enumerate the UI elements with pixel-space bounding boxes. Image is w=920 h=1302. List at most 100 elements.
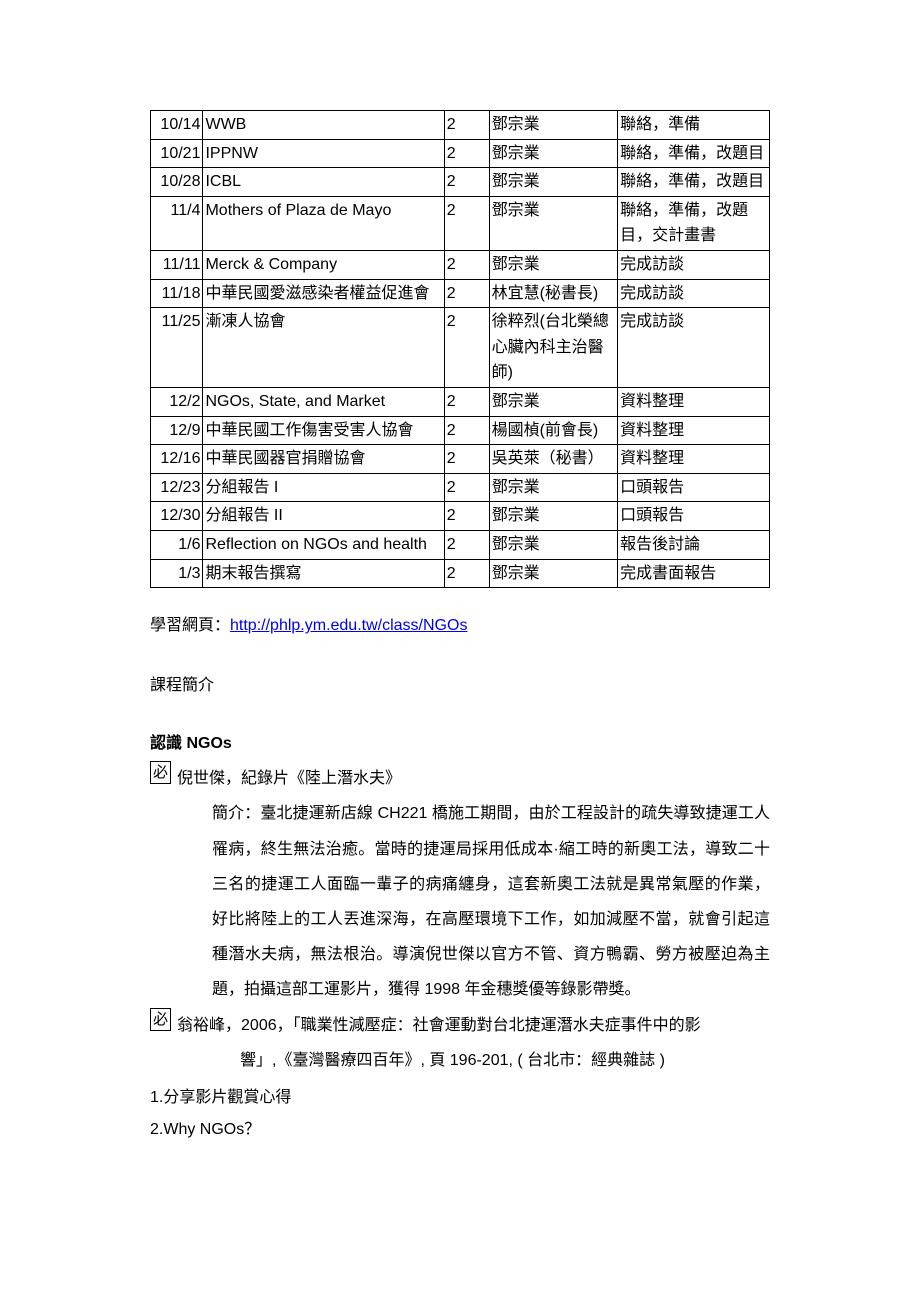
table-row: 12/2NGOs, State, and Market2鄧宗業資料整理 (151, 387, 770, 416)
synopsis-label: 簡介： (212, 805, 260, 822)
cell-hrs: 2 (444, 387, 489, 416)
document-page: 10/14WWB2鄧宗業聯絡，準備10/21IPPNW2鄧宗業聯絡，準備，改題目… (0, 0, 920, 1302)
cell-topic: 中華民國愛滋感染者權益促進會 (203, 279, 444, 308)
cell-date: 12/16 (151, 445, 203, 474)
cell-person: 鄧宗業 (489, 502, 618, 531)
reference-1-synopsis: 簡介：臺北捷運新店線 CH221 橋施工期間，由於工程設計的疏失導致捷運工人罹病… (150, 796, 770, 1007)
synopsis-text: 臺北捷運新店線 CH221 橋施工期間，由於工程設計的疏失導致捷運工人罹病，終生… (212, 805, 770, 998)
table-row: 10/21IPPNW2鄧宗業聯絡，準備，改題目 (151, 139, 770, 168)
cell-note: 報告後討論 (618, 530, 770, 559)
cell-date: 11/4 (151, 196, 203, 250)
cell-note: 完成訪談 (618, 279, 770, 308)
cell-hrs: 2 (444, 250, 489, 279)
cell-note: 資料整理 (618, 416, 770, 445)
cell-person: 鄧宗業 (489, 196, 618, 250)
cell-hrs: 2 (444, 139, 489, 168)
cell-person: 鄧宗業 (489, 139, 618, 168)
cell-date: 11/18 (151, 279, 203, 308)
cell-hrs: 2 (444, 168, 489, 197)
cell-note: 口頭報告 (618, 502, 770, 531)
cell-topic: NGOs, State, and Market (203, 387, 444, 416)
cell-topic: IPPNW (203, 139, 444, 168)
table-row: 1/6Reflection on NGOs and health2鄧宗業報告後討… (151, 530, 770, 559)
cell-date: 11/25 (151, 308, 203, 388)
ngos-heading: 認識 NGOs (150, 726, 770, 761)
learning-page-link[interactable]: http://phlp.ym.edu.tw/class/NGOs (230, 617, 467, 634)
learning-page-row: 學習網頁：http://phlp.ym.edu.tw/class/NGOs (150, 610, 770, 642)
cell-topic: WWB (203, 111, 444, 140)
reference-2: 必 翁裕峰，2006，「職業性減壓症：社會運動對台北捷運潛水夫症事件中的影 (150, 1008, 770, 1043)
cell-hrs: 2 (444, 473, 489, 502)
cell-date: 12/23 (151, 473, 203, 502)
table-row: 11/11Merck & Company2鄧宗業完成訪談 (151, 250, 770, 279)
table-row: 12/9中華民國工作傷害受害人協會2楊國楨(前會長)資料整理 (151, 416, 770, 445)
cell-person: 鄧宗業 (489, 473, 618, 502)
cell-person: 鄧宗業 (489, 559, 618, 588)
reference-1: 必 倪世傑，紀錄片《陸上潛水夫》 (150, 761, 770, 796)
cell-note: 完成訪談 (618, 308, 770, 388)
reference-2-line2: 響」,《臺灣醫療四百年》, 頁 196-201, ( 台北市：經典雜誌 ) (150, 1043, 770, 1078)
cell-date: 12/2 (151, 387, 203, 416)
cell-note: 聯絡，準備，改題目 (618, 139, 770, 168)
cell-date: 12/30 (151, 502, 203, 531)
reference-2-line1: 翁裕峰，2006，「職業性減壓症：社會運動對台北捷運潛水夫症事件中的影 (177, 1008, 770, 1043)
course-intro-heading: 課程簡介 (150, 670, 770, 702)
cell-hrs: 2 (444, 502, 489, 531)
table-row: 12/23分組報告 I2鄧宗業口頭報告 (151, 473, 770, 502)
cell-hrs: 2 (444, 416, 489, 445)
cell-topic: Reflection on NGOs and health (203, 530, 444, 559)
table-row: 1/3期末報告撰寫2鄧宗業完成書面報告 (151, 559, 770, 588)
cell-note: 口頭報告 (618, 473, 770, 502)
table-row: 12/16中華民國器官捐贈協會2吳英萊（秘書）資料整理 (151, 445, 770, 474)
cell-hrs: 2 (444, 279, 489, 308)
table-row: 11/25漸凍人協會2徐粹烈(台北榮總心臟內科主治醫師)完成訪談 (151, 308, 770, 388)
cell-hrs: 2 (444, 111, 489, 140)
learning-page-label: 學習網頁： (150, 617, 230, 634)
cell-note: 資料整理 (618, 387, 770, 416)
cell-date: 10/21 (151, 139, 203, 168)
table-row: 12/30分組報告 II2鄧宗業口頭報告 (151, 502, 770, 531)
question-2: 2.Why NGOs？ (150, 1114, 770, 1146)
cell-note: 聯絡，準備，改題目 (618, 168, 770, 197)
cell-note: 聯絡，準備，改題目，交計畫書 (618, 196, 770, 250)
cell-topic: 中華民國器官捐贈協會 (203, 445, 444, 474)
schedule-table: 10/14WWB2鄧宗業聯絡，準備10/21IPPNW2鄧宗業聯絡，準備，改題目… (150, 110, 770, 588)
cell-person: 鄧宗業 (489, 250, 618, 279)
cell-note: 完成書面報告 (618, 559, 770, 588)
cell-date: 1/3 (151, 559, 203, 588)
cell-hrs: 2 (444, 530, 489, 559)
cell-topic: Merck & Company (203, 250, 444, 279)
cell-hrs: 2 (444, 445, 489, 474)
cell-note: 聯絡，準備 (618, 111, 770, 140)
cell-person: 鄧宗業 (489, 168, 618, 197)
cell-person: 鄧宗業 (489, 387, 618, 416)
cell-note: 資料整理 (618, 445, 770, 474)
cell-hrs: 2 (444, 196, 489, 250)
cell-note: 完成訪談 (618, 250, 770, 279)
cell-hrs: 2 (444, 308, 489, 388)
cell-person: 鄧宗業 (489, 111, 618, 140)
cell-topic: 漸凍人協會 (203, 308, 444, 388)
cell-topic: 中華民國工作傷害受害人協會 (203, 416, 444, 445)
cell-topic: ICBL (203, 168, 444, 197)
cell-date: 10/14 (151, 111, 203, 140)
cell-date: 10/28 (151, 168, 203, 197)
cell-topic: 期末報告撰寫 (203, 559, 444, 588)
table-row: 10/14WWB2鄧宗業聯絡，準備 (151, 111, 770, 140)
required-marker-icon: 必 (150, 761, 171, 784)
cell-date: 1/6 (151, 530, 203, 559)
cell-person: 楊國楨(前會長) (489, 416, 618, 445)
reference-1-title: 倪世傑，紀錄片《陸上潛水夫》 (177, 761, 770, 796)
cell-topic: 分組報告 I (203, 473, 444, 502)
required-marker-icon: 必 (150, 1008, 171, 1031)
cell-person: 徐粹烈(台北榮總心臟內科主治醫師) (489, 308, 618, 388)
cell-topic: Mothers of Plaza de Mayo (203, 196, 444, 250)
table-row: 11/18中華民國愛滋感染者權益促進會2林宜慧(秘書長)完成訪談 (151, 279, 770, 308)
cell-date: 11/11 (151, 250, 203, 279)
cell-person: 鄧宗業 (489, 530, 618, 559)
cell-person: 林宜慧(秘書長) (489, 279, 618, 308)
table-row: 11/4Mothers of Plaza de Mayo2鄧宗業聯絡，準備，改題… (151, 196, 770, 250)
cell-hrs: 2 (444, 559, 489, 588)
question-1: 1.分享影片觀賞心得 (150, 1082, 770, 1114)
cell-date: 12/9 (151, 416, 203, 445)
